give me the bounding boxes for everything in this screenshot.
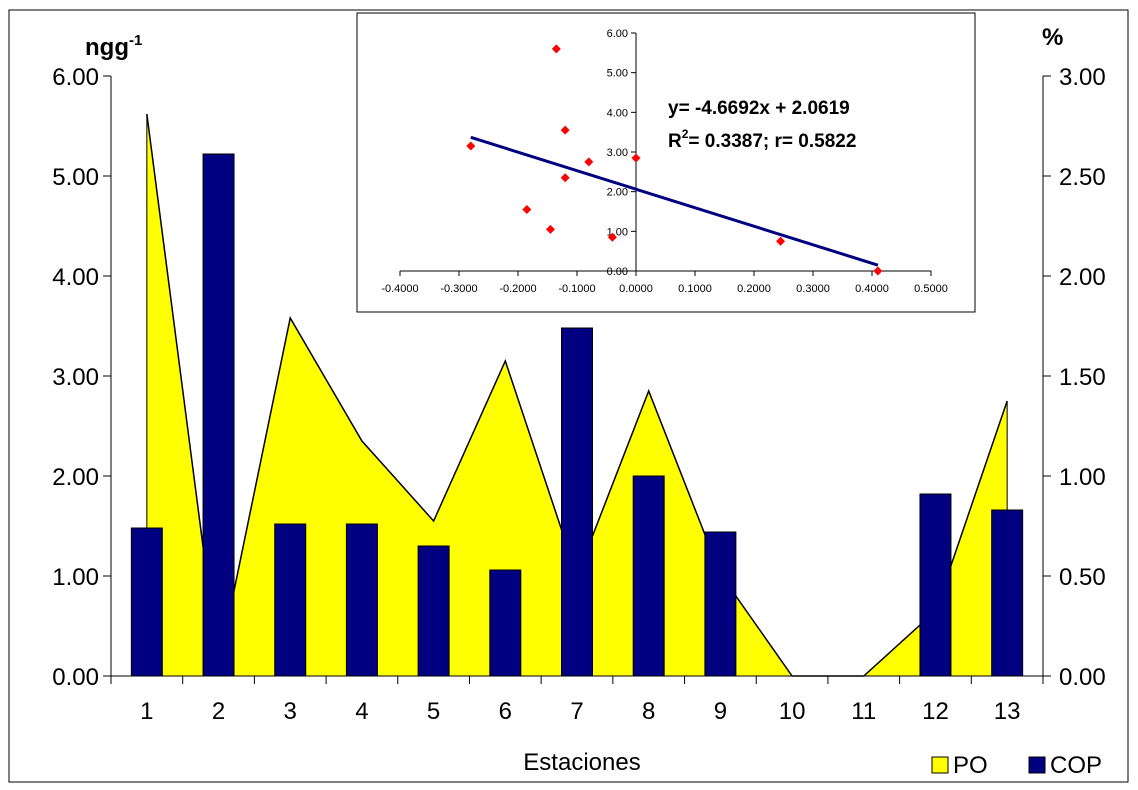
y-left-tick-label: 0.00 (52, 664, 99, 691)
x-tick-label: 9 (714, 698, 727, 725)
cop-bar (561, 327, 593, 677)
inset-y-tick-label: 2.00 (607, 187, 628, 199)
inset-point (776, 236, 786, 246)
x-tick-label: 11 (851, 698, 876, 725)
inset-x-tick-label: -0.3000 (440, 283, 477, 295)
x-tick-label: 2 (212, 698, 225, 725)
x-tick-label: 12 (922, 698, 949, 725)
y-right-tick-label: 2.50 (1059, 164, 1106, 191)
inset-point (466, 141, 476, 151)
legend: PO COP (931, 752, 1102, 779)
inset-y-tick-label: 4.00 (607, 107, 628, 119)
y-left-tick-label: 1.00 (52, 564, 99, 591)
cop-bar (991, 509, 1024, 677)
x-axis-title: Estaciones (523, 749, 640, 776)
inset-point (607, 232, 617, 242)
inset-x-tick-label: 0.5000 (914, 283, 948, 295)
x-tick-label: 8 (642, 698, 655, 725)
cop-bar (919, 493, 952, 677)
cop-bar (704, 531, 737, 677)
y-right-tick-label: 3.00 (1059, 64, 1106, 91)
legend-swatch-cop (1028, 756, 1046, 774)
inset-x-tick-label: 0.1000 (678, 283, 712, 295)
legend-swatch-po (931, 756, 949, 774)
inset-point (545, 224, 555, 234)
inset-y-tick-label: 6.00 (607, 28, 628, 40)
x-tick-label: 5 (427, 698, 440, 725)
y-right-tick-label: 1.50 (1059, 364, 1106, 391)
x-tick-label: 13 (994, 698, 1021, 725)
left-unit-label: ngg-1 (85, 32, 142, 61)
x-tick-label: 4 (355, 698, 368, 725)
y-left-tick-label: 4.00 (52, 264, 99, 291)
inset-point (560, 125, 570, 135)
legend-label-cop: COP (1050, 752, 1102, 779)
cop-bar (130, 527, 163, 677)
right-unit-label: % (1042, 24, 1063, 51)
inset-x-tick-label: 0.0000 (619, 283, 653, 295)
regression-equation: y= -4.6692x + 2.0619 (668, 98, 850, 119)
inset-x-tick-label: 0.4000 (855, 283, 889, 295)
x-tick-label: 1 (140, 698, 153, 725)
cop-bar (417, 545, 450, 677)
inset-axes: -0.4000 -0.3000 -0.2000 -0.1000 0.0000 0.1000… (381, 28, 947, 295)
y-left-tick-label: 6.00 (52, 64, 99, 91)
cop-bar (274, 523, 307, 677)
inset-points-layer (466, 44, 883, 276)
y-right-tick-label: 0.00 (1059, 664, 1106, 691)
inset-frame (356, 12, 976, 313)
y-right-tick-label: 2.00 (1059, 264, 1106, 291)
cop-bar (345, 523, 378, 677)
cop-bar (202, 153, 235, 677)
y-right-tick-label: 1.00 (1059, 464, 1106, 491)
inset-point (560, 173, 570, 183)
x-tick-label: 6 (499, 698, 512, 725)
inset-x-tick-label: -0.2000 (499, 283, 536, 295)
inset-y-tick-label: 0.00 (607, 266, 628, 278)
inset-point (551, 44, 561, 54)
inset-x-tick-label: -0.1000 (558, 283, 595, 295)
inset-x-tick-label: 0.2000 (737, 283, 771, 295)
x-tick-label: 7 (570, 698, 583, 725)
regression-stats: R2= 0.3387; r= 0.5822 (668, 127, 856, 152)
cop-bar (632, 475, 665, 677)
cop-bar-layer (130, 153, 1024, 677)
inset-trendline (470, 135, 879, 267)
x-tick-label: 10 (779, 698, 806, 725)
inset-x-tick-label: 0.3000 (796, 283, 830, 295)
inset-point (584, 157, 594, 167)
inset-point (522, 205, 532, 215)
cop-bar (489, 569, 522, 677)
inset-point (873, 266, 883, 276)
inset-x-tick-label: -0.4000 (381, 283, 418, 295)
inset-y-tick-label: 3.00 (607, 147, 628, 159)
inset-trendline-layer (470, 135, 879, 267)
y-left-tick-label: 2.00 (52, 464, 99, 491)
y-left-tick-label: 3.00 (52, 364, 99, 391)
x-tick-label: 3 (284, 698, 297, 725)
legend-label-po: PO (953, 752, 988, 779)
y-right-tick-label: 0.50 (1059, 564, 1106, 591)
inset-point (631, 153, 641, 163)
main-axes: 0.00 1.00 2.00 3.00 4.00 5.00 6.00 0.00 0.50 1.00… (52, 64, 1105, 725)
y-left-tick-label: 5.00 (52, 164, 99, 191)
inset-y-tick-label: 5.00 (607, 68, 628, 80)
